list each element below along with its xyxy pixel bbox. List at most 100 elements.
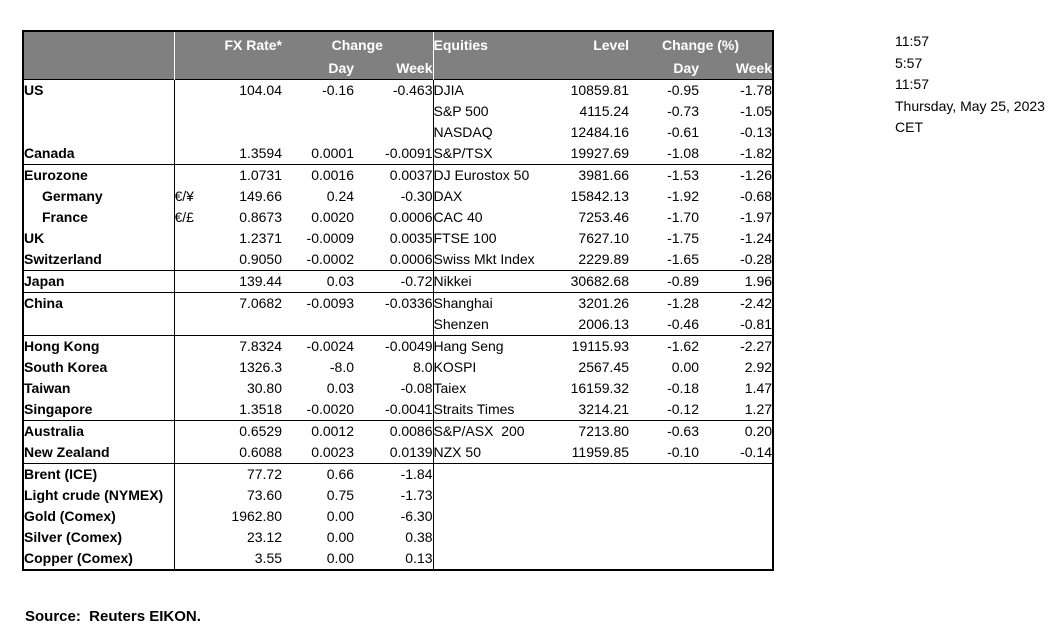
cell-fx-rate: 7.0682 — [206, 292, 283, 314]
header-eq-day: Day — [629, 58, 700, 80]
cell-equity-change-day: -1.75 — [667, 230, 700, 246]
header-blank — [173, 58, 283, 80]
cell-fx-change-week: -0.72 — [354, 270, 434, 293]
timezone-label: CET — [895, 119, 923, 135]
table-row: Taiwan 30.80 0.03 -0.08 Taiex 16159.32 -0.18 1.… — [23, 378, 773, 399]
table-row: Canada 1.3594 0.0001 -0.0091 S&P/TSX 19927.69… — [23, 143, 773, 165]
cell-currency-pair — [173, 101, 206, 122]
cell-fx-change-week: -0.08 — [400, 380, 433, 396]
table-row: New Zealand 0.6088 0.0023 0.0139 NZX 50 11959… — [23, 442, 773, 464]
cell-fx-rate: 77.72 — [206, 463, 283, 485]
cell-country-name: Eurozone — [23, 164, 174, 186]
cell-equity-level: 19927.69 — [570, 145, 630, 161]
table-row: Light crude (NYMEX) 73.60 0.75 -1.73 — [23, 485, 773, 506]
cell-equity-change-day — [629, 463, 700, 485]
cell-currency-pair — [173, 378, 206, 399]
table-row: Shenzen 2006.13 -0.46 -0.81 — [23, 314, 773, 336]
cell-fx-change-week: -0.463 — [354, 79, 434, 101]
cell-equity-change-day: -1.62 — [629, 335, 700, 357]
cell-currency-pair — [173, 548, 206, 570]
cell-equity-name: S&P/TSX — [432, 143, 558, 165]
cell-equity-change-day: -0.61 — [667, 124, 700, 140]
header-fx-day: Day — [282, 58, 355, 80]
cell-fx-rate: 0.8673 — [239, 209, 283, 225]
cell-equity-name — [432, 506, 558, 527]
cell-equity-change-day: -0.89 — [629, 270, 700, 293]
cell-equity-change-day — [629, 527, 699, 548]
cell-fx-rate — [206, 122, 282, 143]
cell-equity-level: 10859.81 — [557, 79, 630, 101]
cell-fx-rate: 0.6529 — [206, 420, 283, 442]
cell-fx-rate — [206, 314, 282, 336]
cell-equity-name: NASDAQ — [432, 122, 558, 143]
cell-equity-level: 7627.10 — [578, 230, 630, 246]
header-eq-change-pct: Change (%) — [629, 31, 774, 58]
header-equities: Equities — [432, 31, 558, 58]
cell-equity-change-week — [699, 485, 773, 506]
cell-equity-name: DJIA — [432, 79, 558, 101]
table-header: FX Rate* Change Equities Level Change (%… — [23, 31, 774, 80]
cell-currency-pair — [173, 506, 206, 527]
cell-equity-level: 30682.68 — [557, 270, 630, 293]
cell-fx-change-day: 0.0001 — [311, 145, 355, 161]
cell-fx-rate: 1.3594 — [239, 145, 283, 161]
header-fx-change: Change — [282, 31, 434, 58]
cell-fx-change-week: -6.30 — [400, 508, 433, 524]
cell-fx-change-week: -0.0049 — [354, 335, 434, 357]
table-row: Singapore 1.3518 -0.0020 -0.0041 Straits Tim… — [23, 399, 773, 421]
cell-fx-change-day — [282, 101, 354, 122]
cell-fx-rate: 1326.3 — [239, 359, 283, 375]
cell-equity-change-week — [699, 527, 773, 548]
cell-country-name: Copper (Comex) — [24, 550, 133, 566]
cell-fx-change-week — [354, 101, 433, 122]
cell-fx-rate: 1.2371 — [239, 230, 283, 246]
cell-currency-pair — [173, 292, 206, 314]
cell-currency-pair — [173, 314, 206, 336]
cell-equity-level: 12484.16 — [570, 124, 630, 140]
cell-equity-level — [557, 463, 630, 485]
cell-country-name: Gold (Comex) — [24, 508, 116, 524]
cell-equity-level — [557, 527, 629, 548]
cell-currency-pair — [173, 164, 206, 186]
cell-equity-name: Hang Seng — [432, 335, 558, 357]
table-row: Switzerland 0.9050 -0.0002 0.0006 Swiss Mkt … — [23, 249, 773, 271]
cell-equity-change-week: -2.27 — [699, 335, 774, 357]
header-level: Level — [557, 31, 630, 58]
cell-fx-change-week: 0.0086 — [354, 420, 434, 442]
cell-fx-rate: 23.12 — [246, 529, 283, 545]
cell-currency-pair: €/£ — [173, 207, 206, 228]
cell-fx-rate: 3.55 — [254, 550, 283, 566]
cell-fx-change-day: -0.0009 — [306, 230, 355, 246]
cell-fx-change-week — [354, 314, 433, 336]
cell-equity-level — [557, 506, 629, 527]
cell-fx-change-week: -1.84 — [354, 463, 434, 485]
header-blank — [557, 58, 630, 80]
cell-equity-level: 11959.85 — [571, 444, 630, 460]
cell-country-name — [23, 101, 174, 122]
cell-fx-change-week: 0.38 — [405, 529, 433, 545]
cell-equity-change-week: -0.68 — [740, 188, 773, 204]
time-local-2: 5:57 — [895, 54, 923, 71]
cell-equity-change-day: -0.73 — [667, 103, 700, 119]
cell-fx-rate: 139.44 — [206, 270, 283, 293]
cell-fx-change-day: -0.0002 — [306, 251, 355, 267]
cell-country-name: US — [23, 79, 174, 101]
header-fx-week: Week — [354, 58, 434, 80]
cell-fx-change-week: 0.0037 — [354, 164, 434, 186]
cell-equity-change-week: 1.96 — [699, 270, 774, 293]
cell-fx-change-day: 0.66 — [282, 463, 355, 485]
cell-equity-change-week — [699, 506, 773, 527]
cell-equity-change-week: 0.20 — [699, 420, 774, 442]
table-row: Australia 0.6529 0.0012 0.0086 S&P/ASX 200 72… — [23, 420, 774, 442]
cell-currency-pair: €/¥ — [173, 186, 206, 207]
cell-country-name: Canada — [24, 145, 75, 161]
cell-equity-change-week: 1.47 — [744, 380, 773, 396]
cell-fx-rate: 104.04 — [206, 79, 283, 101]
cell-equity-name: Shenzen — [432, 314, 558, 336]
cell-currency-pair — [173, 399, 206, 421]
cell-equity-name — [432, 548, 558, 570]
cell-currency-pair — [173, 79, 206, 101]
cell-equity-name: Straits Times — [432, 399, 558, 421]
cell-country-name: New Zealand — [24, 444, 110, 460]
